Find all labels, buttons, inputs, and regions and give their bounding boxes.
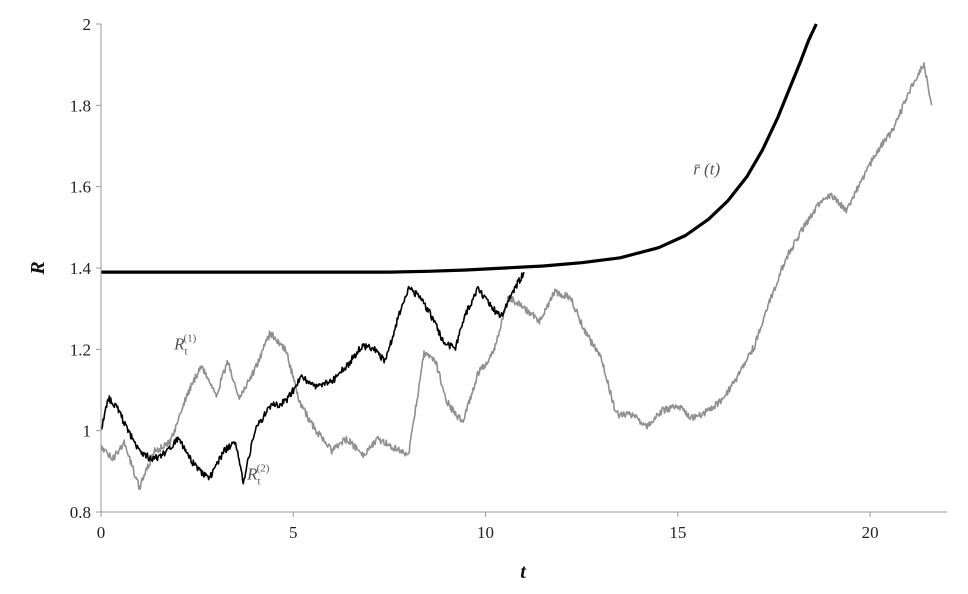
- y-tick-label: 1.6: [70, 178, 91, 197]
- annotation-rbar: r̄ (t): [693, 159, 720, 178]
- y-tick-label: 2: [83, 15, 92, 34]
- x-tick-label: 0: [97, 523, 106, 542]
- series-line-r2: [100, 271, 525, 485]
- y-tick-label: 1.8: [70, 96, 91, 115]
- annotation-r2: Rt(2): [246, 462, 270, 487]
- x-tick-label: 10: [477, 523, 494, 542]
- y-axis-label: R: [27, 261, 49, 275]
- series-layer: [100, 23, 933, 491]
- series-line-rbar: [101, 23, 818, 274]
- x-tick-label: 20: [862, 523, 879, 542]
- y-tick-label: 1.2: [70, 340, 91, 359]
- plot-area: 0 5 10 15 20 0.8 1 1.2 1.4 1.6 1.8 2 Rt(1) Rt(2) r̄ (…: [70, 15, 947, 542]
- x-axis-label: t: [520, 561, 527, 583]
- y-tick-label: 1.4: [70, 259, 92, 278]
- x-tick-label: 15: [669, 523, 686, 542]
- tick-layer: 0 5 10 15 20 0.8 1 1.2 1.4 1.6 1.8 2: [70, 15, 879, 542]
- y-tick-label: 1: [83, 422, 92, 441]
- annotation-r1: Rt(1): [173, 332, 197, 357]
- series-line-r1: [100, 62, 933, 491]
- x-tick-label: 5: [289, 523, 298, 542]
- y-tick-label: 0.8: [70, 503, 91, 522]
- annotation-layer: Rt(1) Rt(2) r̄ (t): [173, 159, 720, 487]
